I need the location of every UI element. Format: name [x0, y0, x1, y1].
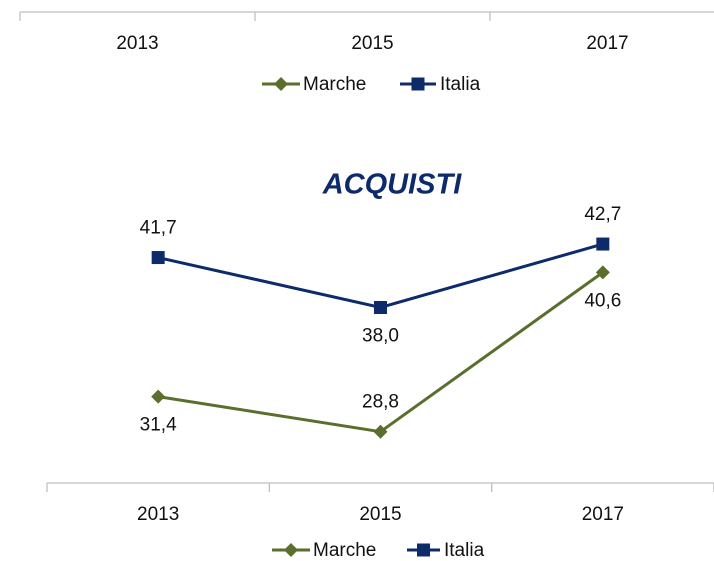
legend-marker	[274, 77, 288, 91]
data-point	[596, 237, 610, 251]
data-point	[373, 424, 388, 439]
data-label: 31,4	[140, 415, 177, 436]
data-point	[374, 301, 387, 314]
data-point	[151, 389, 166, 404]
data-label: 38,0	[362, 326, 399, 347]
data-point	[151, 251, 165, 265]
legend-label: Marche	[303, 74, 366, 95]
legend-label: Italia	[440, 74, 481, 95]
legend-marker	[417, 543, 430, 557]
x-tick-label: 2013	[137, 504, 179, 525]
x-tick-label: 2017	[586, 33, 628, 54]
legend-marker	[411, 77, 425, 91]
data-label: 42,7	[584, 204, 621, 225]
x-tick-label: 2013	[116, 33, 158, 54]
x-tick-label: 2015	[359, 504, 401, 525]
series-line	[157, 242, 604, 310]
legend-label: Italia	[444, 540, 485, 561]
data-label: 40,6	[584, 290, 621, 311]
data-label: 28,8	[362, 392, 399, 413]
data-point	[595, 265, 610, 280]
legend-label: Marche	[313, 540, 376, 561]
legend-marker	[284, 543, 298, 557]
x-tick-label: 2017	[582, 504, 624, 525]
x-tick-label: 2015	[351, 33, 393, 54]
data-label: 41,7	[140, 218, 177, 239]
chart-title: ACQUISTI	[322, 169, 463, 201]
